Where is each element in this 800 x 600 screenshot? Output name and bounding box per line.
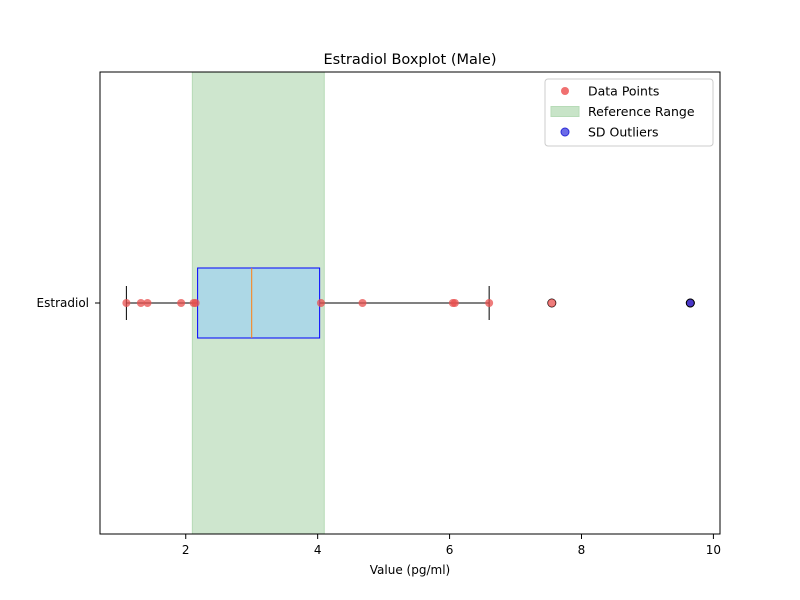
legend-label: Reference Range <box>588 104 695 119</box>
y-category-label: Estradiol <box>37 296 89 310</box>
data-point <box>485 299 494 307</box>
chart-title: Estradiol Boxplot (Male) <box>323 52 496 68</box>
legend-swatch-point <box>561 87 569 95</box>
data-point <box>547 299 556 307</box>
legend-label: Data Points <box>588 84 659 99</box>
plot-area <box>122 71 695 535</box>
x-tick-label: 4 <box>314 543 322 557</box>
data-point <box>358 299 367 307</box>
x-axis-ticks: 2 4 6 8 10 <box>182 534 721 557</box>
iqr-box <box>197 267 321 339</box>
legend: Data Points Reference Range SD Outliers <box>544 78 714 147</box>
legend-label: SD Outliers <box>588 125 658 140</box>
x-tick-label: 6 <box>446 543 454 557</box>
data-point <box>450 299 459 307</box>
x-tick-label: 8 <box>578 543 586 557</box>
data-point <box>143 299 152 307</box>
legend-box <box>544 78 714 147</box>
data-point <box>191 299 200 307</box>
legend-swatch-patch <box>550 106 580 117</box>
x-tick-label: 2 <box>182 543 190 557</box>
legend-swatch-point <box>560 127 570 137</box>
data-point <box>136 299 145 307</box>
sd-outlier-point <box>685 298 695 308</box>
data-point <box>177 299 186 307</box>
data-point <box>316 299 325 307</box>
x-tick-label: 10 <box>706 543 721 557</box>
data-point <box>122 299 131 307</box>
x-axis-label: Value (pg/ml) <box>370 563 450 577</box>
